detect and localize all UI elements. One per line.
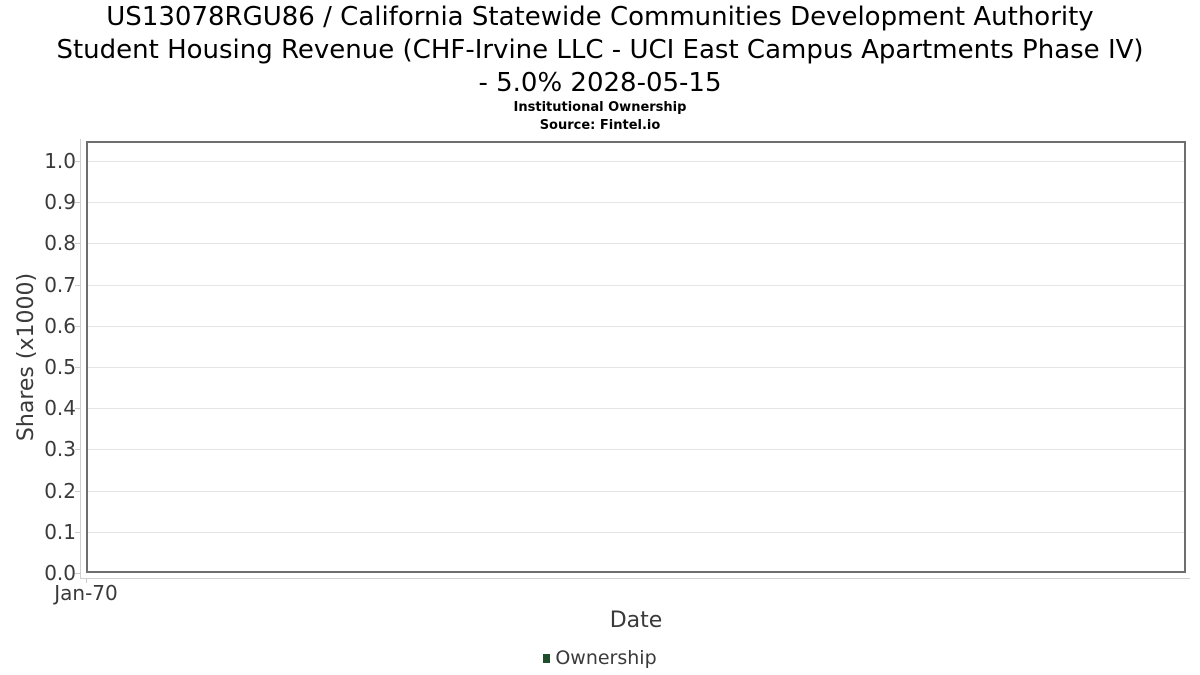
y-tick-mark bbox=[75, 573, 80, 574]
y-tick-mark bbox=[75, 408, 80, 410]
chart-source: Source: Fintel.io bbox=[539, 118, 661, 133]
y-tick-label: 0.2 bbox=[44, 478, 76, 503]
y-tick-label: 0.1 bbox=[44, 519, 76, 544]
y-tick-mark bbox=[75, 161, 80, 162]
y-gridline bbox=[88, 531, 1184, 533]
chart-title-line: Student Housing Revenue (CHF-Irvine LLC … bbox=[56, 35, 1144, 65]
y-tick-label: 0.6 bbox=[44, 313, 76, 338]
y-tick-label: 1.0 bbox=[44, 149, 76, 173]
y-gridline bbox=[88, 243, 1184, 245]
y-tick-label: 0.5 bbox=[44, 355, 76, 379]
chart-title-line: US13078RGU86 / California Statewide Comm… bbox=[106, 2, 1094, 32]
y-gridline bbox=[88, 202, 1184, 204]
y-gridline bbox=[88, 408, 1184, 410]
y-gridline bbox=[88, 490, 1184, 492]
y-tick-mark bbox=[75, 243, 80, 245]
y-tick-label: 0.0 bbox=[44, 561, 76, 585]
y-tick-mark bbox=[75, 367, 80, 368]
chart-title-line: - 5.0% 2028-05-15 bbox=[478, 68, 722, 98]
chart-title: US13078RGU86 / California Statewide Comm… bbox=[0, 1, 1200, 100]
y-tick-label: 0.3 bbox=[44, 437, 76, 462]
x-axis-line bbox=[80, 578, 1190, 579]
y-tick-label: 0.7 bbox=[44, 272, 76, 297]
y-tick-label: 0.9 bbox=[44, 190, 76, 215]
y-gridline bbox=[88, 367, 1184, 368]
y-gridline bbox=[88, 284, 1184, 286]
y-gridline bbox=[88, 449, 1184, 451]
x-axis-label: Date bbox=[609, 608, 663, 633]
y-tick-mark bbox=[75, 449, 80, 451]
legend-label-ownership: Ownership bbox=[555, 647, 657, 669]
y-tick-mark bbox=[75, 202, 80, 204]
y-tick-mark bbox=[75, 284, 80, 286]
y-axis-line bbox=[80, 139, 81, 578]
legend-swatch-ownership bbox=[543, 653, 551, 663]
y-tick-mark bbox=[75, 531, 80, 533]
x-tick-label: Jan-70 bbox=[54, 581, 118, 605]
x-tick-mark bbox=[86, 579, 87, 583]
legend: Ownership bbox=[0, 645, 1200, 671]
y-tick-mark bbox=[75, 490, 80, 492]
y-tick-label: 0.8 bbox=[44, 231, 76, 256]
y-tick-mark bbox=[75, 325, 80, 327]
y-gridline bbox=[88, 161, 1184, 162]
y-tick-label: 0.4 bbox=[44, 396, 76, 421]
plot-area bbox=[86, 141, 1186, 573]
y-gridline bbox=[88, 325, 1184, 327]
chart-subtitle: Institutional Ownership bbox=[513, 100, 687, 115]
